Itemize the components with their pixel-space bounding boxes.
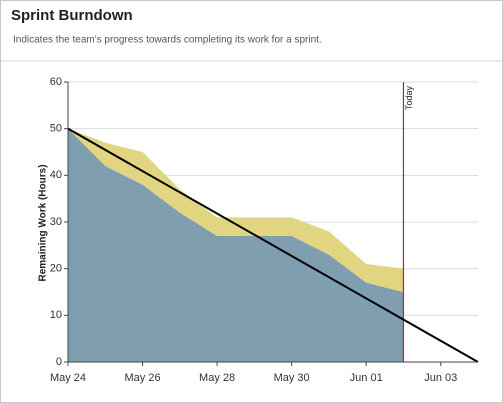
- y-axis-label: Remaining Work (Hours): [38, 164, 49, 281]
- x-tick-label: Jun 03: [424, 372, 457, 384]
- ideal-line: [67, 127, 479, 363]
- x-tick-label: May 26: [125, 372, 161, 384]
- y-tick-label: 20: [50, 263, 62, 275]
- y-tick-label: 30: [50, 216, 62, 228]
- x-tick-label: May 24: [50, 372, 86, 384]
- area: [68, 128, 404, 362]
- y-tick-label: 40: [50, 169, 62, 181]
- today-label: Today: [404, 86, 414, 111]
- y-tick-label: 0: [56, 356, 62, 368]
- x-tick-label: May 30: [274, 372, 310, 384]
- y-tick-label: 10: [50, 309, 62, 321]
- y-tick-label: 60: [50, 76, 62, 88]
- area: [68, 128, 404, 292]
- x-tick-label: May 28: [199, 372, 235, 384]
- chart-title: Sprint Burndown: [11, 7, 133, 24]
- x-tick-label: Jun 01: [350, 372, 383, 384]
- y-tick-label: 50: [50, 123, 62, 135]
- chart-subtitle: Indicates the team's progress towards co…: [13, 35, 322, 46]
